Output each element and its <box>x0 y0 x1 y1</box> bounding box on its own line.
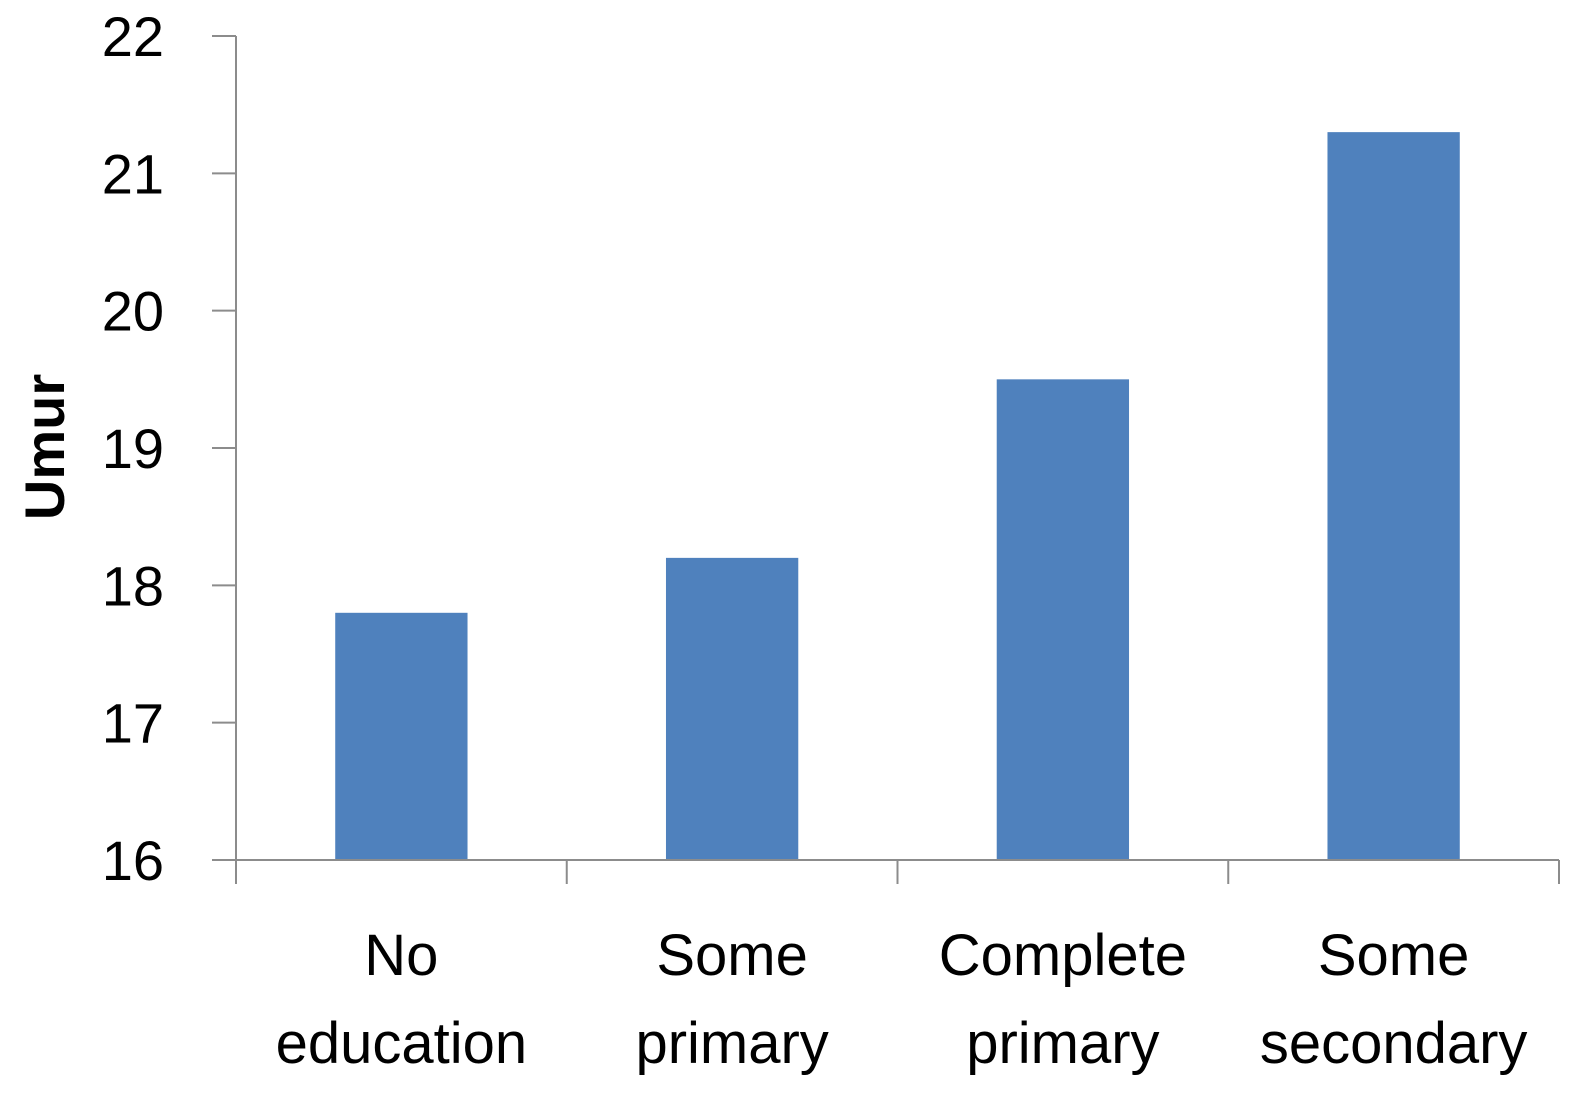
x-category-label-3-line-0: Some <box>1318 923 1470 988</box>
x-category-label-3: Some secondary <box>1260 923 1528 1076</box>
y-tick-label-4: 20 <box>102 280 164 343</box>
x-category-label-1-line-0: Some <box>656 923 808 988</box>
y-axis-title: Umur <box>13 374 76 520</box>
x-category-label-1-line-1: primary <box>635 1011 828 1076</box>
axes <box>212 35 1560 884</box>
y-tick-label-1: 17 <box>102 692 164 755</box>
x-category-label-3-line-1: secondary <box>1260 1011 1528 1076</box>
x-category-label-0-line-1: education <box>276 1011 528 1076</box>
y-tick-labels: 16 17 18 19 20 21 22 <box>102 5 164 892</box>
x-category-label-0: No education <box>276 923 528 1076</box>
y-tick-label-2: 18 <box>102 554 164 617</box>
bar-0 <box>335 612 468 860</box>
bars <box>335 132 1460 861</box>
x-category-label-1: Some primary <box>635 923 828 1076</box>
y-tick-label-6: 22 <box>102 5 164 68</box>
x-category-label-2-line-0: Complete <box>939 923 1187 988</box>
y-tick-label-5: 21 <box>102 142 164 205</box>
x-category-label-2-line-1: primary <box>966 1011 1159 1076</box>
bar-1 <box>665 557 799 860</box>
bar-2 <box>996 379 1130 860</box>
y-tick-label-0: 16 <box>102 829 164 892</box>
x-category-label-0-line-0: No <box>364 923 438 988</box>
bar-3 <box>1327 132 1460 861</box>
y-tick-label-3: 19 <box>102 417 164 480</box>
x-category-label-2: Complete primary <box>939 923 1187 1076</box>
